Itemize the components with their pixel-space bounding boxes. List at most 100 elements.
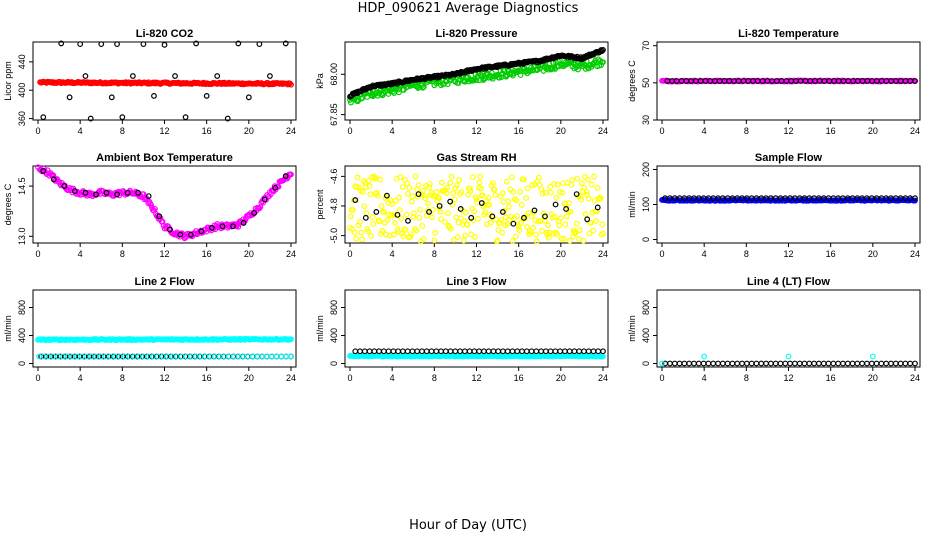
data-point [806,360,813,367]
y-tick-label: 70 [641,41,651,51]
data-point [495,348,502,355]
data-point [578,196,585,203]
data-point [450,190,457,197]
data-point [451,196,458,203]
data-point [447,198,454,205]
data-point [493,216,499,223]
data-point [594,204,601,211]
data-point [359,236,365,243]
data-point [40,168,47,174]
data-point [554,181,561,188]
data-point [383,192,390,199]
data-point [161,41,168,48]
data-point [530,225,536,231]
data-point [403,211,410,218]
data-point [98,41,105,48]
data-point [569,177,576,183]
data-point [368,233,374,239]
data-point [398,215,405,222]
panel-title: Ambient Box Temperature [96,152,233,164]
data-point [177,231,184,238]
data-point [366,348,373,355]
data-point [435,195,442,201]
y-tick-label: -4.6 [329,169,339,185]
x-tick-label: 0 [35,249,40,259]
data-point [811,360,818,367]
x-tick-label: 4 [78,249,83,259]
data-point [548,66,555,73]
panel-title: Li-820 CO2 [136,28,193,40]
data-point [563,206,570,212]
x-tick-label: 24 [598,126,608,136]
data-point [50,176,57,183]
data-point [854,360,861,367]
series-cyan-0 [35,335,294,344]
data-point [514,213,521,220]
data-point [370,220,377,227]
data-point [359,188,366,195]
data-point [542,213,548,220]
data-point [356,184,362,191]
data-point [438,348,444,355]
y-tick-label: -5.0 [329,228,339,244]
data-point [385,348,392,355]
x-tick-label: 16 [514,249,524,259]
data-point [695,360,702,367]
series-cyan-1 [659,353,876,367]
x-tick-label: 12 [783,126,793,136]
data-point [224,115,231,122]
data-point [566,237,573,244]
plot-frame [32,165,297,244]
data-point [395,89,402,96]
data-point [835,360,842,367]
panel-title: Li-820 Pressure [436,28,518,40]
data-point [77,41,84,48]
data-point [710,360,717,367]
data-point [354,174,361,181]
data-point [576,348,583,355]
panel-title: Line 4 (LT) Flow [747,276,830,288]
y-tick-label: 0 [641,237,651,242]
data-point [267,73,273,79]
x-tick-label: 12 [471,126,481,136]
data-point [282,173,289,179]
data-point [502,214,509,221]
data-point [671,360,678,367]
data-point [588,181,595,188]
data-point [114,191,120,198]
data-point [599,221,606,228]
data-point [767,360,774,367]
x-tick-label: 16 [202,126,212,136]
x-tick-label: 8 [120,373,125,383]
data-point [458,188,465,195]
data-point [551,180,557,187]
data-point [528,348,535,355]
data-point [590,227,597,234]
data-point [825,360,832,367]
data-point [447,225,454,232]
x-tick-label: 20 [868,126,878,136]
data-point [214,73,221,79]
data-point [556,222,563,229]
data-point [422,195,429,202]
data-point [288,81,294,88]
data-point [456,177,463,183]
data-point [473,77,480,84]
data-point [468,214,475,221]
data-point [485,348,492,355]
data-point [758,360,765,367]
series-black-1 [664,78,918,84]
data-point [599,48,605,55]
data-point [801,360,808,367]
data-point [198,228,205,235]
data-point [844,360,851,367]
data-point [830,360,837,367]
data-point [479,192,486,199]
series-green-0 [347,56,606,106]
y-axis-label: ml/min [627,315,637,342]
x-tick-label: 4 [390,373,395,383]
y-tick-label: 800 [17,300,27,315]
data-point [676,360,683,367]
panel-title: Li-820 Temperature [738,28,839,40]
